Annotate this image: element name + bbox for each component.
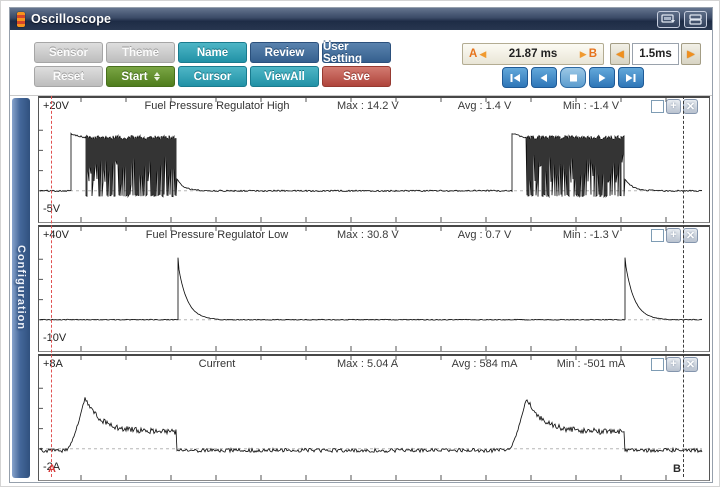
channel-expand-icon[interactable]: + xyxy=(666,98,681,114)
step-forward-icon[interactable] xyxy=(589,67,615,88)
channel-panel-2: +8A Current Max : 5.04 A Avg : 584 mA Mi… xyxy=(38,354,710,481)
waveform-plot-1 xyxy=(39,227,703,351)
cursor-b-marker-label: B xyxy=(673,463,681,475)
channel-avg-value: Avg : 0.7 V xyxy=(457,229,512,241)
ab-time-value: 21.87 ms xyxy=(508,48,558,60)
channel-select-checkbox[interactable] xyxy=(651,228,664,242)
channel-avg-value: Avg : 1.4 V xyxy=(457,100,512,112)
channel-title: Fuel Pressure Regulator Low xyxy=(145,229,289,241)
channel-panel-0: +20V Fuel Pressure Regulator High Max : … xyxy=(38,96,710,223)
waveform-plot-2 xyxy=(39,356,703,480)
channel-title: Fuel Pressure Regulator High xyxy=(144,100,290,112)
toolbar: Sensor Theme Name Review User Setting Re… xyxy=(10,30,712,96)
split-layout-icon[interactable] xyxy=(684,10,707,28)
channel-header-0: +20V Fuel Pressure Regulator High Max : … xyxy=(39,98,709,114)
timebase-increase-button[interactable]: ▶ xyxy=(681,43,701,65)
timebase-value[interactable]: 1.5ms xyxy=(632,43,679,65)
cursor-b-label: B xyxy=(588,48,597,60)
channel-bottom-range-label: -10V xyxy=(43,332,67,344)
channel-close-icon[interactable]: ✕ xyxy=(683,356,698,372)
window-title: Oscilloscope xyxy=(31,12,112,26)
channel-top-range-label: +20V xyxy=(43,100,69,112)
scope-content: Configuration +20V Fuel Pressure Regulat… xyxy=(10,96,712,482)
capture-window-icon[interactable] xyxy=(657,10,680,28)
playback-controls xyxy=(502,67,644,88)
reset-button[interactable]: Reset xyxy=(34,66,103,87)
configuration-tab-label: Configuration xyxy=(15,245,27,331)
channel-title: Current xyxy=(198,358,236,370)
channel-avg-value: Avg : 584 mA xyxy=(451,358,518,370)
waveform-plot-0 xyxy=(39,98,703,222)
channel-header-2: +8A Current Max : 5.04 A Avg : 584 mA Mi… xyxy=(39,356,709,372)
channel-max-value: Max : 5.04 A xyxy=(337,358,399,370)
skip-end-icon[interactable] xyxy=(618,67,644,88)
channel-top-range-label: +8A xyxy=(43,358,63,370)
titlebar: Oscilloscope xyxy=(10,8,712,30)
channel-min-value: Min : -501 mA xyxy=(556,358,626,370)
channel-select-checkbox[interactable] xyxy=(651,357,664,371)
channel-close-icon[interactable]: ✕ xyxy=(683,98,698,114)
theme-button[interactable]: Theme xyxy=(106,42,175,63)
channel-expand-icon[interactable]: + xyxy=(666,227,681,243)
channel-expand-icon[interactable]: + xyxy=(666,356,681,372)
channel-select-checkbox[interactable] xyxy=(651,99,664,113)
cursor-button[interactable]: Cursor xyxy=(178,66,247,87)
user-setting-button[interactable]: User Setting xyxy=(322,41,391,65)
app-window: Oscilloscope Sensor Theme Name Review Us… xyxy=(9,7,713,483)
ab-time-readout[interactable]: A ◀ 21.87 ms ▶ B xyxy=(462,43,604,65)
name-button[interactable]: Name xyxy=(178,42,247,63)
cursor-a-marker-label: A xyxy=(48,463,56,475)
channel-close-icon[interactable]: ✕ xyxy=(683,227,698,243)
save-button[interactable]: Save xyxy=(322,66,391,87)
channel-min-value: Min : -1.4 V xyxy=(562,100,620,112)
channel-panels: +20V Fuel Pressure Regulator High Max : … xyxy=(38,96,710,483)
timebase-decrease-button[interactable]: ◀ xyxy=(610,43,630,65)
channel-header-1: +40V Fuel Pressure Regulator Low Max : 3… xyxy=(39,227,709,243)
configuration-tab[interactable]: Configuration xyxy=(12,98,30,478)
cursor-a-line[interactable]: A xyxy=(48,96,56,477)
cursor-b-right-arrow-icon: ▶ xyxy=(579,48,587,59)
cursor-a-label: A xyxy=(469,48,478,60)
skip-start-icon[interactable] xyxy=(502,67,528,88)
review-button[interactable]: Review xyxy=(250,42,319,63)
sensor-button[interactable]: Sensor xyxy=(34,42,103,63)
cursor-b-line[interactable]: B xyxy=(673,96,684,477)
start-button-label: Start xyxy=(121,70,148,83)
channel-top-range-label: +40V xyxy=(43,229,69,241)
cursor-a-left-arrow-icon: ◀ xyxy=(479,48,487,59)
stop-icon[interactable] xyxy=(560,67,586,88)
start-spinner-icon xyxy=(153,72,160,81)
step-back-icon[interactable] xyxy=(531,67,557,88)
channel-min-value: Min : -1.3 V xyxy=(562,229,620,241)
oscilloscope-app-icon xyxy=(17,11,25,27)
start-button[interactable]: Start xyxy=(106,66,175,87)
viewall-button[interactable]: ViewAll xyxy=(250,66,319,87)
channel-panel-1: +40V Fuel Pressure Regulator Low Max : 3… xyxy=(38,225,710,352)
channel-max-value: Max : 14.2 V xyxy=(337,100,399,112)
channel-max-value: Max : 30.8 V xyxy=(337,229,399,241)
